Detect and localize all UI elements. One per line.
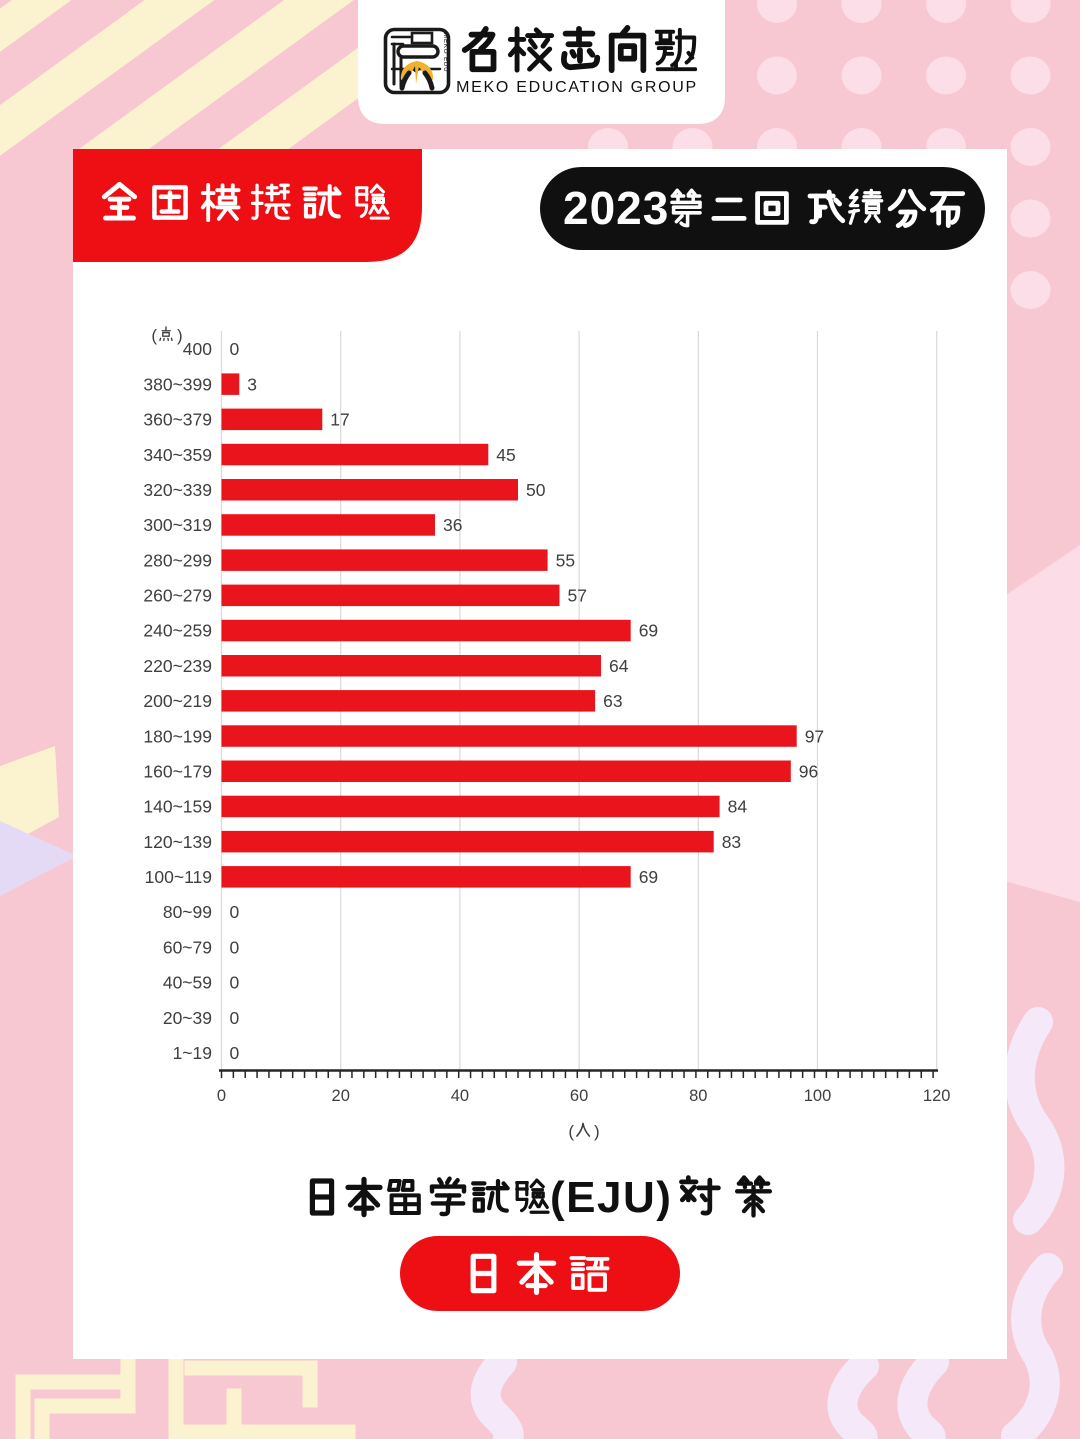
svg-text:160~179: 160~179 — [143, 762, 212, 782]
svg-text:0: 0 — [217, 1087, 226, 1105]
svg-text:360~379: 360~379 — [143, 410, 212, 430]
svg-text:1~19: 1~19 — [173, 1043, 212, 1063]
svg-text:300~319: 300~319 — [143, 515, 212, 535]
svg-text:20: 20 — [332, 1087, 350, 1105]
svg-text:340~359: 340~359 — [143, 445, 212, 465]
svg-text:40~59: 40~59 — [163, 973, 212, 993]
svg-text:63: 63 — [603, 691, 622, 711]
svg-text:(EJU): (EJU) — [550, 1173, 672, 1222]
svg-text:97: 97 — [805, 726, 824, 746]
svg-text:0: 0 — [230, 1043, 240, 1063]
svg-text:): ) — [177, 326, 183, 345]
svg-text:36: 36 — [443, 515, 462, 535]
svg-text:57: 57 — [568, 586, 587, 606]
svg-text:MEKO EDU: MEKO EDU — [442, 33, 449, 72]
svg-text:180~199: 180~199 — [143, 726, 212, 746]
svg-text:80~99: 80~99 — [163, 902, 212, 922]
svg-text:): ) — [594, 1122, 600, 1141]
svg-text:60: 60 — [570, 1087, 588, 1105]
svg-text:120: 120 — [923, 1087, 951, 1105]
svg-text:100~119: 100~119 — [145, 867, 212, 887]
svg-text:20~39: 20~39 — [163, 1008, 212, 1028]
svg-text:84: 84 — [728, 797, 748, 817]
svg-text:2023: 2023 — [563, 182, 669, 234]
svg-text:(: ( — [151, 326, 157, 345]
svg-text:69: 69 — [639, 621, 658, 641]
svg-text:60~79: 60~79 — [163, 937, 212, 957]
svg-text:17: 17 — [330, 410, 349, 430]
svg-text:MEKO EDUCATION GROUP: MEKO EDUCATION GROUP — [456, 79, 698, 96]
svg-text:100: 100 — [804, 1087, 832, 1105]
svg-text:3: 3 — [247, 374, 257, 394]
svg-text:0: 0 — [230, 973, 240, 993]
svg-text:280~299: 280~299 — [143, 550, 212, 570]
svg-text:200~219: 200~219 — [143, 691, 212, 711]
svg-text:140~159: 140~159 — [143, 797, 212, 817]
svg-text:55: 55 — [556, 550, 575, 570]
svg-text:83: 83 — [722, 832, 741, 852]
svg-text:0: 0 — [230, 902, 240, 922]
svg-text:380~399: 380~399 — [143, 374, 212, 394]
svg-text:220~239: 220~239 — [143, 656, 212, 676]
svg-text:260~279: 260~279 — [143, 586, 212, 606]
svg-text:240~259: 240~259 — [143, 621, 212, 641]
svg-text:50: 50 — [526, 480, 546, 500]
svg-text:40: 40 — [451, 1087, 469, 1105]
svg-text:120~139: 120~139 — [143, 832, 212, 852]
svg-text:(: ( — [568, 1122, 574, 1141]
svg-text:80: 80 — [689, 1087, 707, 1105]
svg-text:0: 0 — [230, 937, 240, 957]
svg-text:96: 96 — [799, 762, 818, 782]
svg-text:400: 400 — [183, 339, 212, 359]
svg-text:0: 0 — [230, 339, 240, 359]
svg-text:69: 69 — [639, 867, 658, 887]
svg-text:64: 64 — [609, 656, 629, 676]
svg-text:320~339: 320~339 — [143, 480, 212, 500]
svg-text:45: 45 — [496, 445, 515, 465]
svg-text:0: 0 — [230, 1008, 240, 1028]
